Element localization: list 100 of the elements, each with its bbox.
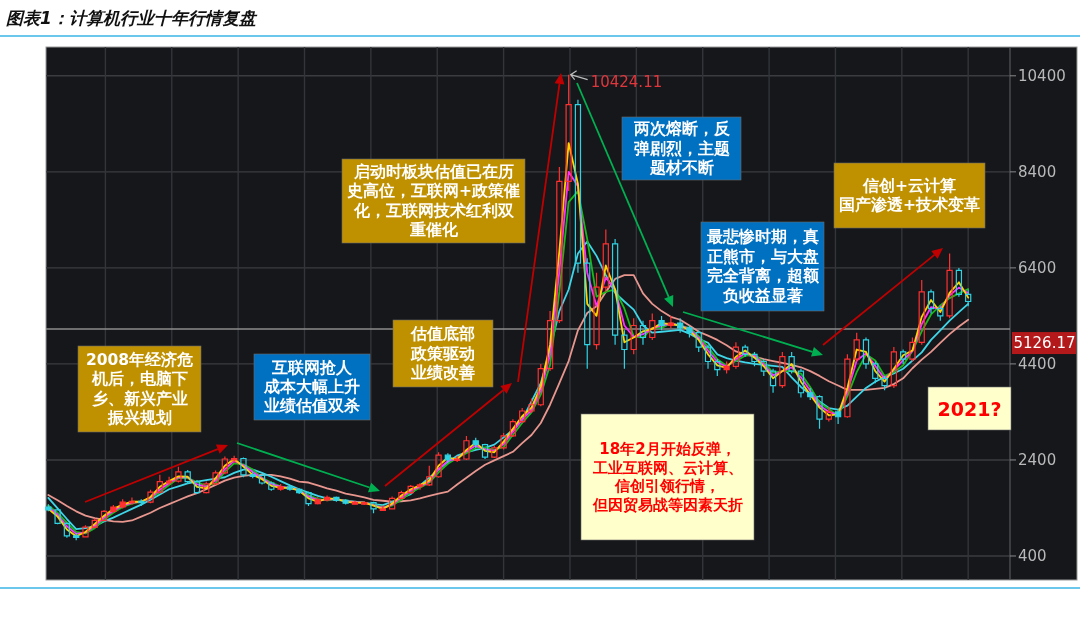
candlestick xyxy=(760,358,767,377)
candlestick xyxy=(100,509,108,523)
candlestick xyxy=(704,344,712,370)
y-tick-label: 400 xyxy=(1018,546,1047,565)
y-tick-label: 8400 xyxy=(1018,162,1057,181)
candlestick xyxy=(751,351,758,367)
candlestick xyxy=(472,437,479,449)
candlestick xyxy=(481,443,489,460)
candlestick xyxy=(909,336,916,363)
y-tick-label: 10400 xyxy=(1018,66,1066,85)
candlestick xyxy=(454,455,461,463)
candlestick xyxy=(407,484,414,495)
annotation: 10424.11 xyxy=(590,72,663,91)
candlestick xyxy=(231,455,238,464)
candlestick xyxy=(621,329,628,370)
candlestick xyxy=(463,435,470,461)
candlestick xyxy=(890,346,898,389)
candlestick xyxy=(342,498,349,506)
candlestick xyxy=(314,496,321,506)
candlestick xyxy=(388,495,396,511)
candlestick xyxy=(379,504,386,512)
annotation: 2008年经济危机后，电脑下乡、新兴产业振兴规划 xyxy=(85,350,194,428)
candlestick xyxy=(221,455,229,475)
candlestick xyxy=(54,508,61,525)
candlestick xyxy=(212,469,219,486)
candlestick xyxy=(537,363,544,407)
candlestick xyxy=(676,317,684,334)
candlestick xyxy=(881,375,888,391)
candlestick xyxy=(965,288,972,307)
candlestick xyxy=(426,465,433,487)
candlestick xyxy=(398,490,405,500)
candlestick xyxy=(667,315,675,329)
candlestick xyxy=(937,305,944,322)
candlestick xyxy=(565,74,572,192)
candlestick xyxy=(955,267,963,298)
candlestick xyxy=(45,503,52,512)
candlestick xyxy=(286,484,294,492)
candlestick xyxy=(193,479,201,495)
y-tick-label: 6400 xyxy=(1018,258,1057,277)
candlestick xyxy=(296,487,303,495)
candlestick xyxy=(305,491,312,507)
candlestick xyxy=(816,394,823,430)
candlestick xyxy=(147,489,154,504)
candlestick xyxy=(574,99,582,274)
candlestick xyxy=(91,517,98,529)
candlestick xyxy=(788,351,795,375)
candlestick xyxy=(899,348,907,365)
candlestick xyxy=(268,480,275,492)
candlestick xyxy=(203,480,210,495)
candlestick xyxy=(797,368,805,399)
annotation: 估值底部政策驱动业绩改善 xyxy=(410,325,475,382)
candlestick xyxy=(63,521,71,539)
annotation: 2021? xyxy=(937,397,1002,420)
candlestick xyxy=(110,504,117,514)
candlestick xyxy=(258,473,266,486)
candlestick xyxy=(128,496,136,506)
chart-title: 图表1：计算机行业十年行情复盘 xyxy=(6,8,258,28)
candlestick xyxy=(742,344,749,358)
candlestick xyxy=(658,315,665,331)
candlestick xyxy=(277,483,284,492)
annotation: 18年2月开始反弹，工业互联网、云计算、信创引领行情，但因贸易战等因素天折 xyxy=(591,439,743,515)
y-tick-label: 2400 xyxy=(1018,450,1057,469)
candlestick xyxy=(946,252,953,319)
candlestick xyxy=(546,310,554,372)
candlestick xyxy=(519,407,526,424)
annotation: 信创+云计算国产渗透+技术变革 xyxy=(839,176,980,215)
candlestick xyxy=(584,257,591,370)
candlestick xyxy=(351,500,359,506)
candlestick xyxy=(927,288,935,315)
candlestick xyxy=(175,466,182,484)
candlestick xyxy=(825,406,832,423)
candlestick xyxy=(444,452,452,464)
candlestick xyxy=(73,532,80,541)
ref-line-label: 5126.17 xyxy=(1013,334,1076,353)
candlestick xyxy=(156,474,163,495)
candlestick xyxy=(862,336,870,370)
candlestick xyxy=(769,368,777,394)
candlestick xyxy=(416,482,424,491)
candlestick xyxy=(323,494,331,502)
candlestick xyxy=(844,353,851,419)
candlestick xyxy=(630,317,637,355)
candlestick xyxy=(119,498,126,510)
candlestick xyxy=(556,166,563,324)
candlestick xyxy=(723,360,730,375)
y-tick-label: 4400 xyxy=(1018,354,1057,373)
candlestick xyxy=(361,500,368,506)
candlestick xyxy=(807,387,814,401)
candlestick xyxy=(333,495,340,503)
annotation: 互联网抢人成本大幅上升业绩估值双杀 xyxy=(263,358,360,416)
candlestick xyxy=(714,358,721,377)
candlestick xyxy=(639,320,647,346)
candlestick xyxy=(184,469,191,485)
annotation: 最悲惨时期，真正熊市，与大盘完全背离，超额负收益显著 xyxy=(705,228,820,305)
candlestick xyxy=(435,451,442,479)
candlestick xyxy=(593,272,600,351)
candlestick xyxy=(602,228,609,293)
candlestick xyxy=(82,524,89,538)
candlestick xyxy=(686,324,693,339)
candlestick xyxy=(240,456,247,478)
candlestick xyxy=(528,397,535,414)
